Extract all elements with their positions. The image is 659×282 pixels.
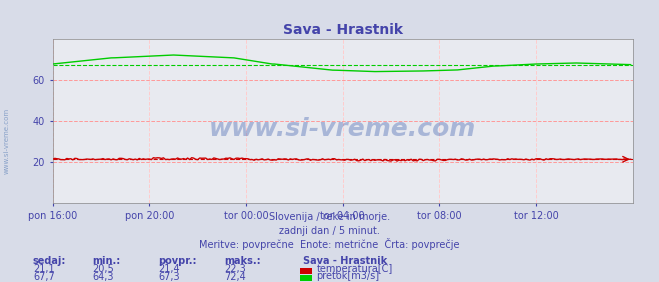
Text: www.si-vreme.com: www.si-vreme.com (209, 117, 476, 142)
Text: Slovenija / reke in morje.: Slovenija / reke in morje. (269, 212, 390, 222)
Text: min.:: min.: (92, 256, 121, 266)
Title: Sava - Hrastnik: Sava - Hrastnik (283, 23, 403, 37)
Text: 20,5: 20,5 (92, 264, 114, 274)
Text: 67,3: 67,3 (158, 272, 180, 282)
Text: maks.:: maks.: (224, 256, 261, 266)
Text: 22,3: 22,3 (224, 264, 246, 274)
Text: sedaj:: sedaj: (33, 256, 67, 266)
Text: 21,4: 21,4 (158, 264, 180, 274)
Text: 21,1: 21,1 (33, 264, 55, 274)
Text: povpr.:: povpr.: (158, 256, 196, 266)
Text: 72,4: 72,4 (224, 272, 246, 282)
Text: 67,7: 67,7 (33, 272, 55, 282)
Text: Sava - Hrastnik: Sava - Hrastnik (303, 256, 387, 266)
Text: Meritve: povprečne  Enote: metrične  Črta: povprečje: Meritve: povprečne Enote: metrične Črta:… (199, 238, 460, 250)
Text: zadnji dan / 5 minut.: zadnji dan / 5 minut. (279, 226, 380, 236)
Text: pretok[m3/s]: pretok[m3/s] (316, 271, 380, 281)
Text: 64,3: 64,3 (92, 272, 114, 282)
Text: temperatura[C]: temperatura[C] (316, 264, 393, 274)
Text: www.si-vreme.com: www.si-vreme.com (3, 108, 10, 174)
